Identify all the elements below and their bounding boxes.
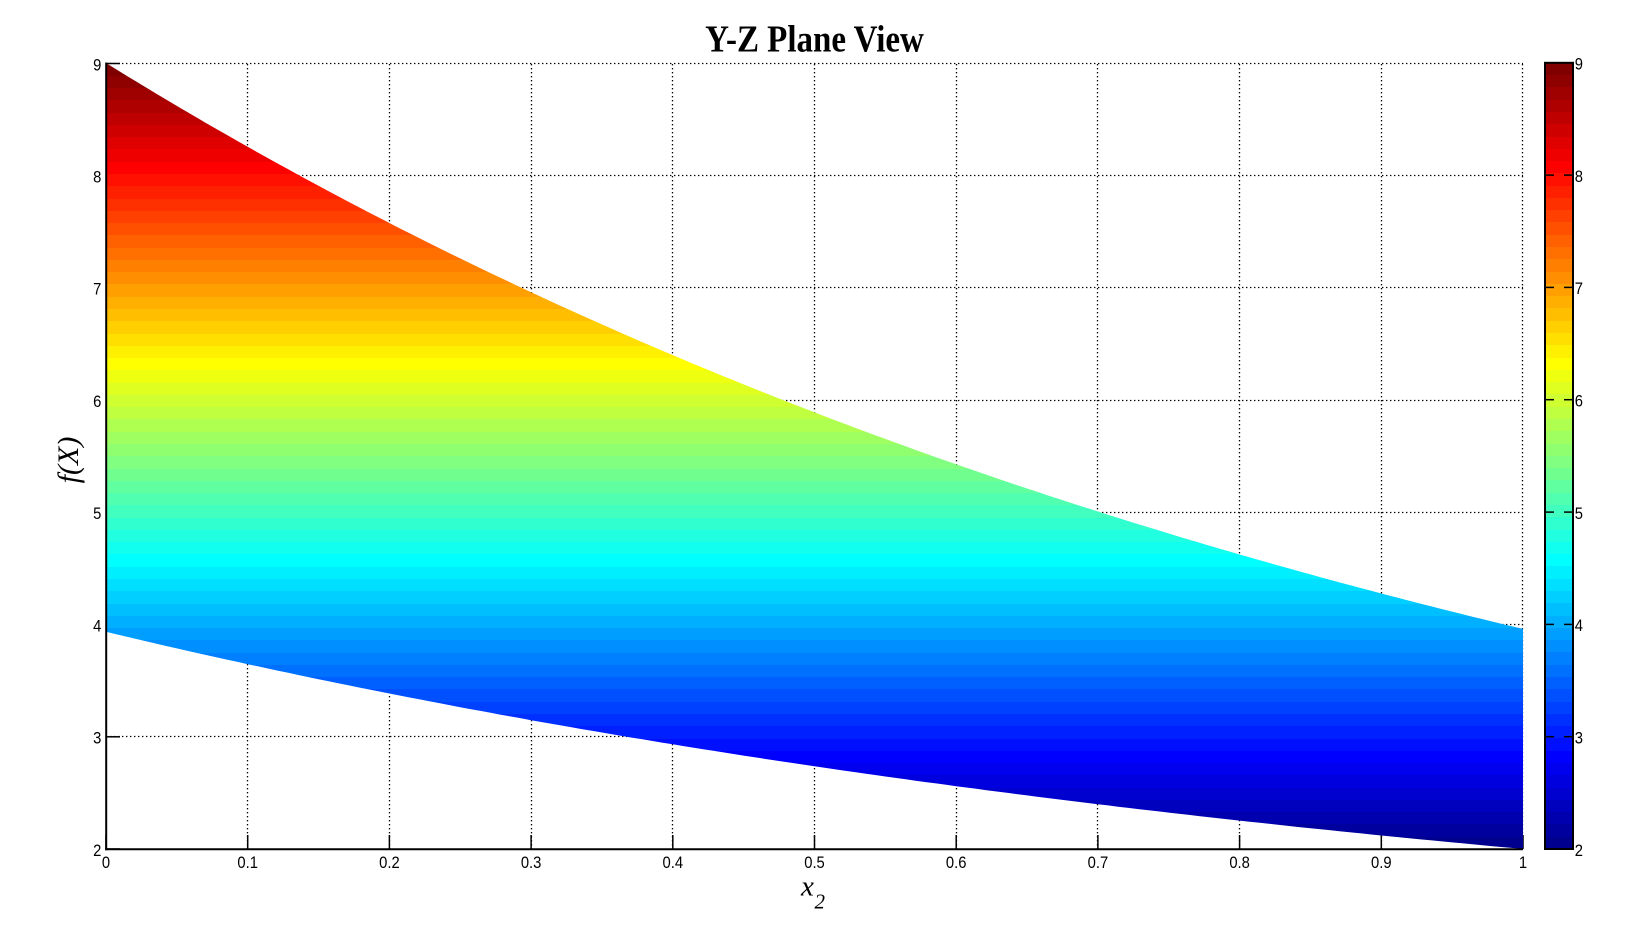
svg-text:0.5: 0.5 [804, 854, 825, 872]
svg-text:Y-Z Plane View: Y-Z Plane View [705, 17, 924, 60]
svg-text:3: 3 [93, 730, 101, 748]
svg-text:7: 7 [1575, 280, 1583, 298]
svg-text:2: 2 [815, 890, 826, 914]
svg-text:4: 4 [93, 618, 101, 636]
svg-text:0.8: 0.8 [1229, 854, 1250, 872]
svg-text:0.9: 0.9 [1371, 854, 1392, 872]
svg-text:3: 3 [1575, 730, 1583, 748]
svg-text:1: 1 [1519, 854, 1527, 872]
svg-text:2: 2 [1575, 842, 1583, 860]
svg-text:2: 2 [93, 842, 101, 860]
svg-text:8: 8 [1575, 168, 1583, 186]
svg-text:0.7: 0.7 [1088, 854, 1109, 872]
svg-text:9: 9 [1575, 56, 1583, 74]
svg-text:0: 0 [102, 854, 110, 872]
svg-text:0.1: 0.1 [237, 854, 258, 872]
svg-text:x: x [800, 871, 814, 903]
svg-text:0.6: 0.6 [946, 854, 967, 872]
svg-text:6: 6 [1575, 393, 1583, 411]
svg-text:7: 7 [93, 281, 101, 299]
svg-text:9: 9 [93, 56, 101, 74]
svg-text:5: 5 [1575, 505, 1583, 523]
svg-text:4: 4 [1575, 617, 1583, 635]
svg-text:0.2: 0.2 [379, 854, 400, 872]
svg-text:6: 6 [93, 393, 101, 411]
svg-text:f(X): f(X) [52, 437, 85, 484]
svg-text:5: 5 [93, 505, 101, 523]
svg-text:8: 8 [93, 169, 101, 187]
svg-text:0.4: 0.4 [663, 854, 684, 872]
svg-text:0.3: 0.3 [521, 854, 542, 872]
